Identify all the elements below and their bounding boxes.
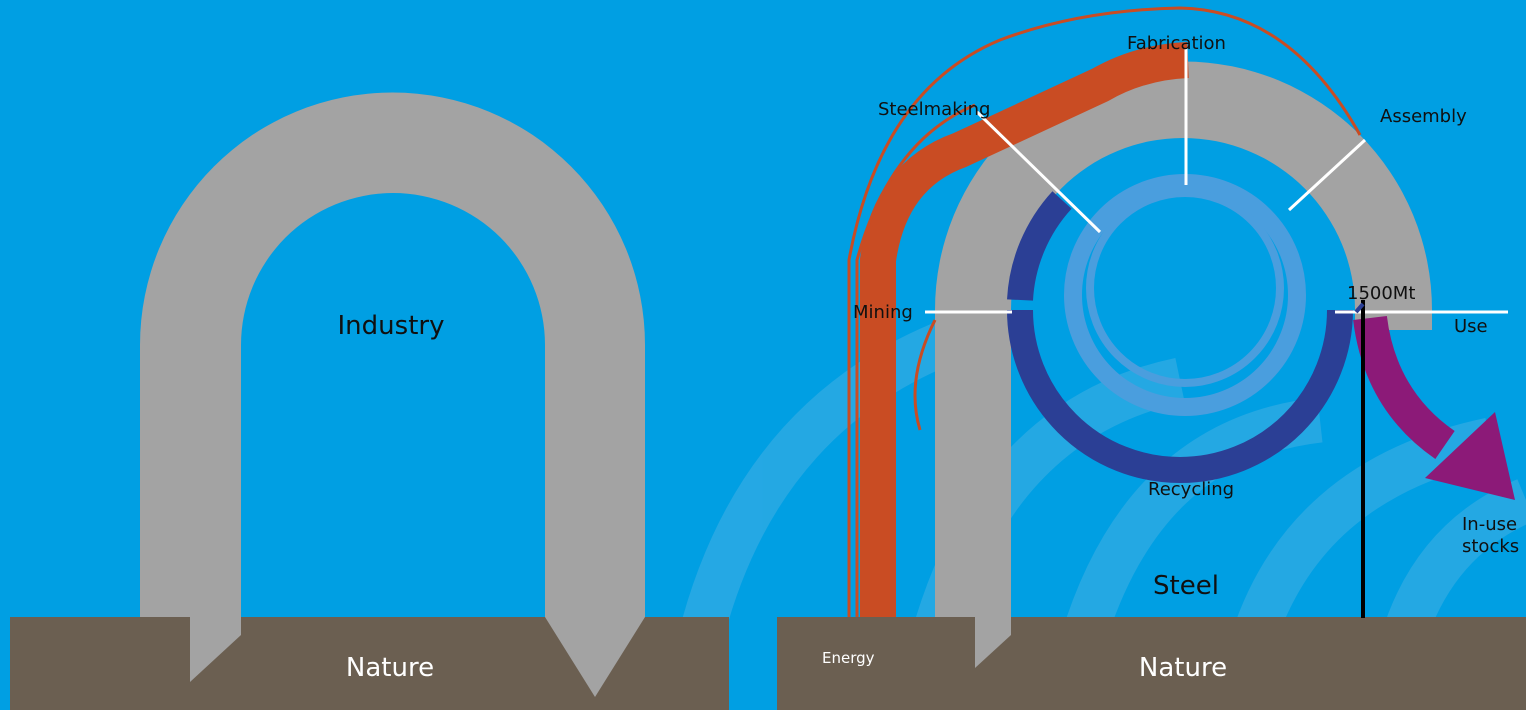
industry-label: Industry bbox=[338, 311, 445, 341]
industry-inlet-wedge bbox=[190, 617, 241, 682]
fabrication-label: Fabrication bbox=[1127, 33, 1226, 54]
nature-ground-right bbox=[777, 617, 1526, 710]
assembly-divider bbox=[1287, 138, 1367, 212]
steel-loop bbox=[935, 61, 1433, 636]
industry-outlet-wedge bbox=[545, 617, 645, 697]
in-use-stocks-arrow bbox=[1353, 315, 1515, 500]
recycling-ring-dark-upper bbox=[1007, 191, 1072, 301]
recycling-ring-dark bbox=[1007, 309, 1353, 483]
in-use-stocks-label-line2: stocks bbox=[1462, 536, 1519, 557]
use-label: Use bbox=[1454, 316, 1488, 337]
recycling-rings bbox=[1007, 174, 1353, 483]
energy-label: Energy bbox=[822, 649, 875, 667]
energy-ribbons bbox=[847, 6, 1362, 640]
recycling-label: Recycling bbox=[1148, 479, 1234, 500]
steelmaking-label: Steelmaking bbox=[878, 99, 990, 120]
nature-label-right: Nature bbox=[1139, 653, 1227, 683]
flow-line-tick bbox=[1354, 302, 1365, 314]
assembly-label: Assembly bbox=[1380, 106, 1467, 127]
nature-label-left: Nature bbox=[346, 653, 434, 683]
recycling-ring-light-inner bbox=[1086, 189, 1284, 387]
steel-inlet-wedge bbox=[975, 617, 1011, 668]
steel-label: Steel bbox=[1153, 571, 1219, 601]
steelmaking-divider bbox=[975, 110, 1102, 234]
flow-value-label: 1500Mt bbox=[1347, 283, 1415, 304]
mining-label: Mining bbox=[853, 302, 913, 323]
in-use-stocks-label-line1: In-use bbox=[1462, 514, 1517, 535]
